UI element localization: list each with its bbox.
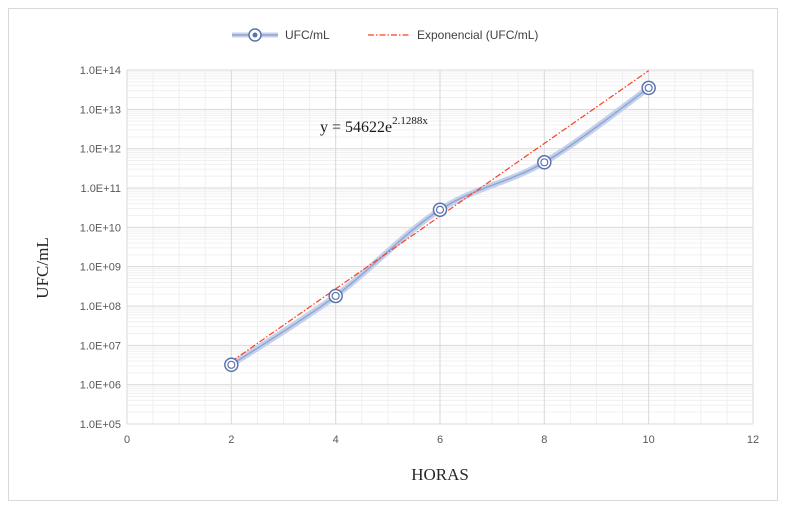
x-tick-label: 12 xyxy=(747,434,759,446)
x-tick-label: 6 xyxy=(437,434,443,446)
legend-item-ufc: UFC/mL xyxy=(232,28,330,42)
trend-equation-exponent: 2.1288x xyxy=(392,115,428,127)
legend-label-trend: Exponencial (UFC/mL) xyxy=(417,28,538,42)
y-axis-ticks: 1.0E+05 1.0E+06 1.0E+07 1.0E+08 1.0E+09 1.0E+… xyxy=(80,65,121,431)
legend-label-ufc: UFC/mL xyxy=(285,28,330,42)
y-tick-label: 1.0E+06 xyxy=(80,380,121,392)
legend-marker-ufc-dot xyxy=(252,32,258,38)
data-point-marker-ring xyxy=(540,158,549,167)
y-tick-label: 1.0E+08 xyxy=(80,301,121,313)
y-tick-label: 1.0E+13 xyxy=(80,104,121,116)
data-point-marker-ring xyxy=(435,205,445,214)
x-tick-label: 8 xyxy=(541,434,547,446)
x-axis-title: HORAS xyxy=(411,465,469,484)
trend-equation: y = 54622e2.1288x xyxy=(320,115,428,136)
y-tick-label: 1.0E+07 xyxy=(80,340,121,352)
y-tick-label: 1.0E+09 xyxy=(80,262,121,274)
x-tick-label: 4 xyxy=(333,434,339,446)
y-tick-label: 1.0E+05 xyxy=(80,419,121,431)
x-axis-ticks: 0 2 4 6 8 10 12 xyxy=(124,434,759,446)
data-point-marker xyxy=(641,80,656,96)
legend: UFC/mL Exponencial (UFC/mL) xyxy=(232,28,538,42)
data-point-marker xyxy=(224,357,239,373)
x-tick-label: 2 xyxy=(228,434,234,446)
series-layer xyxy=(224,70,656,373)
data-point-marker xyxy=(328,288,343,304)
data-point-marker-ring xyxy=(227,360,236,369)
grid xyxy=(126,69,754,425)
data-point-marker xyxy=(537,155,552,170)
y-tick-label: 1.0E+12 xyxy=(80,144,121,156)
data-point-marker xyxy=(432,202,448,217)
x-tick-label: 10 xyxy=(643,434,655,446)
trend-equation-prefix: y = 54622e xyxy=(320,119,392,136)
legend-item-trend: Exponencial (UFC/mL) xyxy=(368,28,538,42)
x-tick-label: 0 xyxy=(124,434,130,446)
y-tick-label: 1.0E+11 xyxy=(81,183,121,195)
y-tick-label: 1.0E+14 xyxy=(80,65,121,77)
y-tick-label: 1.0E+10 xyxy=(80,222,121,234)
y-axis-title: UFC/mL xyxy=(33,237,52,298)
data-point-marker-ring xyxy=(331,291,340,301)
data-point-marker-ring xyxy=(644,83,653,93)
